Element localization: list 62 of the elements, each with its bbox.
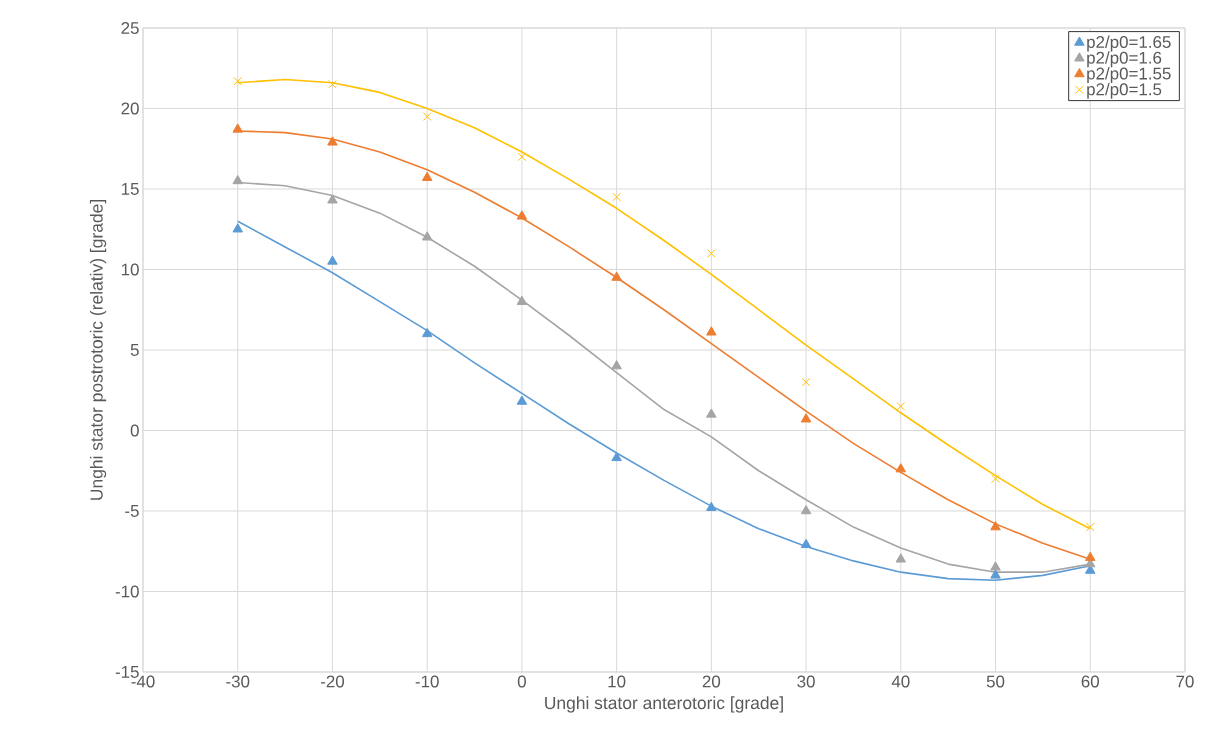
point (611, 360, 622, 370)
point (895, 553, 907, 563)
point (232, 223, 243, 233)
point (421, 171, 433, 181)
point (516, 395, 528, 405)
x-tick-label: 0 (517, 675, 526, 688)
point (706, 408, 717, 418)
legend-label: p2/p0=1.65 (1087, 35, 1171, 52)
y-axis-title: Unghi stator postrotoric (relativ) [grade] (89, 200, 107, 500)
point (327, 194, 338, 204)
point (991, 474, 1000, 484)
x-tick-label: 30 (797, 675, 815, 688)
point (800, 505, 812, 515)
x-tick-label: -20 (320, 675, 345, 688)
y-tick-label: 5 (130, 344, 139, 356)
point (612, 192, 621, 202)
point (232, 174, 243, 185)
y-tick-label: 15 (121, 183, 139, 195)
legend-label: p2/p0=1.5 (1087, 82, 1162, 99)
point (611, 451, 622, 462)
point (990, 521, 1001, 531)
point (706, 249, 716, 258)
x-axis-title: Unghi stator anterotoric [grade] (545, 696, 783, 713)
point (990, 569, 1001, 579)
point (516, 295, 528, 305)
x-tick-label: 50 (986, 675, 1005, 688)
y-tick-label: 10 (121, 263, 139, 276)
point (706, 326, 717, 336)
point (896, 401, 906, 411)
x-tick-label: -30 (226, 675, 250, 688)
point (801, 377, 811, 387)
point (327, 255, 338, 265)
x-tick-label: 60 (1081, 675, 1099, 688)
y-tick-label: 20 (121, 102, 139, 115)
point (990, 561, 1001, 571)
point (611, 271, 622, 281)
point (233, 76, 243, 86)
y-tick-label: 25 (121, 21, 139, 34)
legend-label: p2/p0=1.55 (1087, 67, 1171, 83)
point (800, 413, 812, 423)
x-tick-label: 10 (608, 675, 626, 688)
x-tick-label: 70 (1176, 675, 1194, 688)
point (706, 501, 717, 511)
point (421, 231, 433, 241)
x-tick-label: 20 (702, 675, 721, 688)
x-tick-label: 40 (891, 675, 910, 688)
point (327, 136, 338, 146)
point (517, 152, 527, 162)
y-tick-label: -5 (125, 505, 139, 517)
point (895, 463, 907, 473)
legend-label: p2/p0=1.6 (1087, 51, 1162, 68)
point (1084, 551, 1096, 561)
point (421, 327, 433, 338)
x-tick-label: -10 (415, 675, 439, 688)
point (800, 538, 812, 549)
y-tick-label: 0 (130, 424, 139, 437)
point (516, 210, 528, 220)
y-tick-label: -10 (115, 585, 139, 598)
point (422, 112, 432, 121)
point (1085, 522, 1095, 532)
point (328, 79, 337, 89)
point (232, 123, 243, 133)
